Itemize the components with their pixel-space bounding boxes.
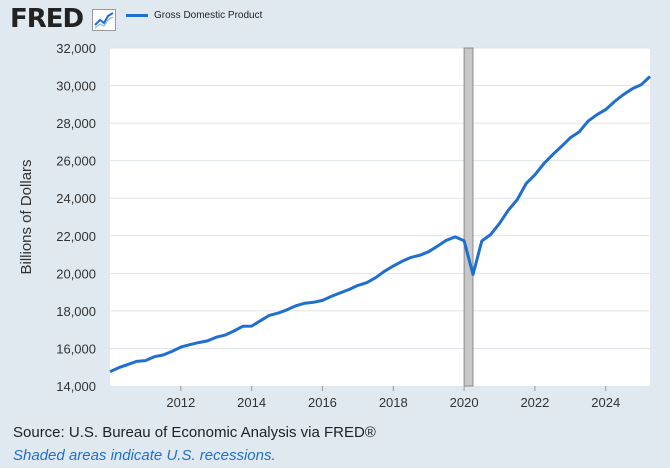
y-tick-label: 26,000 <box>56 154 96 169</box>
x-axis-ticks: 2012 2014 2016 2018 2020 2022 2024 <box>166 386 620 410</box>
recession-band <box>463 47 474 387</box>
x-tick-label: 2018 <box>379 395 408 410</box>
source-note: Source: U.S. Bureau of Economic Analysis… <box>13 424 376 441</box>
y-tick-label: 20,000 <box>56 266 96 281</box>
chart: 14,000 16,000 18,000 20,000 22,000 24,000 26,0… <box>18 41 652 410</box>
x-tick-label: 2024 <box>591 395 620 410</box>
x-tick-label: 2016 <box>308 395 337 410</box>
y-tick-label: 22,000 <box>56 229 96 244</box>
y-tick-label: 30,000 <box>56 79 96 94</box>
y-tick-label: 32,000 <box>56 41 96 56</box>
plot-area <box>110 48 650 386</box>
y-tick-label: 16,000 <box>56 341 96 356</box>
legend-label: Gross Domestic Product <box>154 10 263 21</box>
x-tick-label: 2020 <box>450 395 479 410</box>
y-axis-ticks: 14,000 16,000 18,000 20,000 22,000 24,000 26,0… <box>56 41 96 394</box>
x-tick-label: 2014 <box>237 395 266 410</box>
y-tick-label: 14,000 <box>56 379 96 394</box>
recession-shading <box>463 47 474 387</box>
recession-note: Shaded areas indicate U.S. recessions. <box>13 447 276 464</box>
series-line <box>109 75 652 374</box>
x-tick-label: 2022 <box>520 395 549 410</box>
legend-swatch <box>126 14 148 17</box>
fred-logo[interactable]: FRED <box>10 4 84 34</box>
header: FRED Gross Domestic Product <box>0 0 670 40</box>
y-tick-label: 28,000 <box>56 116 96 131</box>
y-tick-label: 18,000 <box>56 304 96 319</box>
y-axis-label: Billions of Dollars <box>18 159 35 274</box>
x-tick-label: 2012 <box>166 395 195 410</box>
trend-line-icon <box>92 9 116 31</box>
legend: Gross Domestic Product <box>126 10 262 21</box>
y-tick-label: 24,000 <box>56 191 96 206</box>
